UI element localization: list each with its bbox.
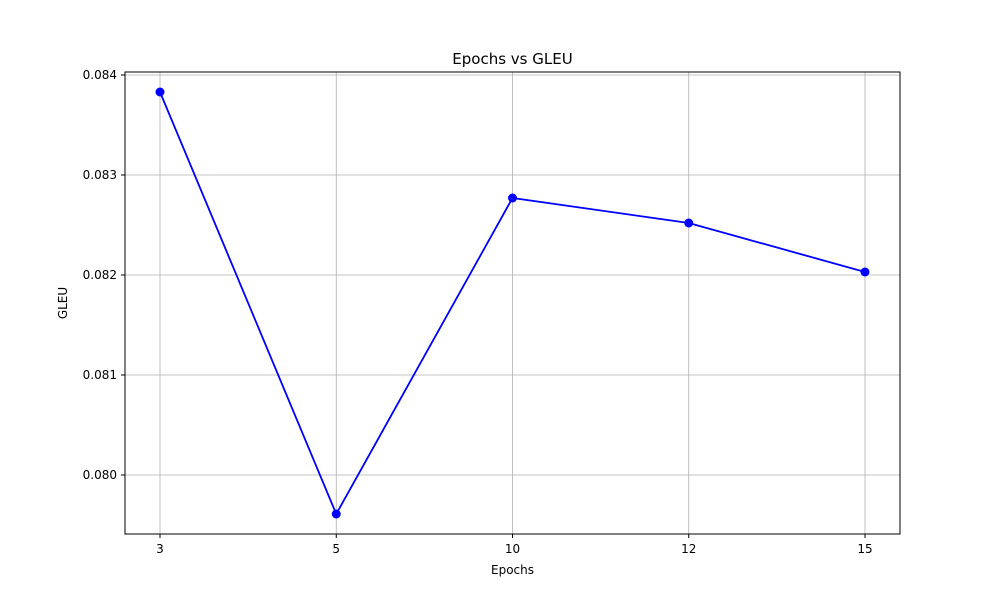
data-point	[860, 267, 870, 277]
data-point	[155, 87, 165, 97]
y-tick-label: 0.082	[83, 268, 117, 282]
y-tick-label: 0.081	[83, 368, 117, 382]
x-tick-label: 10	[505, 542, 520, 556]
data-point	[331, 509, 341, 519]
y-tick-label: 0.080	[83, 468, 117, 482]
x-tick-label: 12	[681, 542, 696, 556]
chart-title: Epochs vs GLEU	[452, 50, 572, 68]
x-tick-label: 15	[857, 542, 872, 556]
x-tick-label: 3	[156, 542, 164, 556]
y-tick-label: 0.083	[83, 168, 117, 182]
series-layer	[155, 87, 870, 519]
grid-lines	[125, 72, 900, 534]
x-tick-label: 5	[332, 542, 340, 556]
data-point	[684, 218, 694, 228]
data-point	[508, 193, 517, 203]
axis-ticks: 3 5 10 12 15 0.080 0.081 0.082 0.083 0.084	[83, 68, 873, 556]
y-axis-label: GLEU	[56, 287, 70, 319]
x-axis-label: Epochs	[491, 563, 534, 577]
y-tick-label: 0.084	[83, 68, 117, 82]
